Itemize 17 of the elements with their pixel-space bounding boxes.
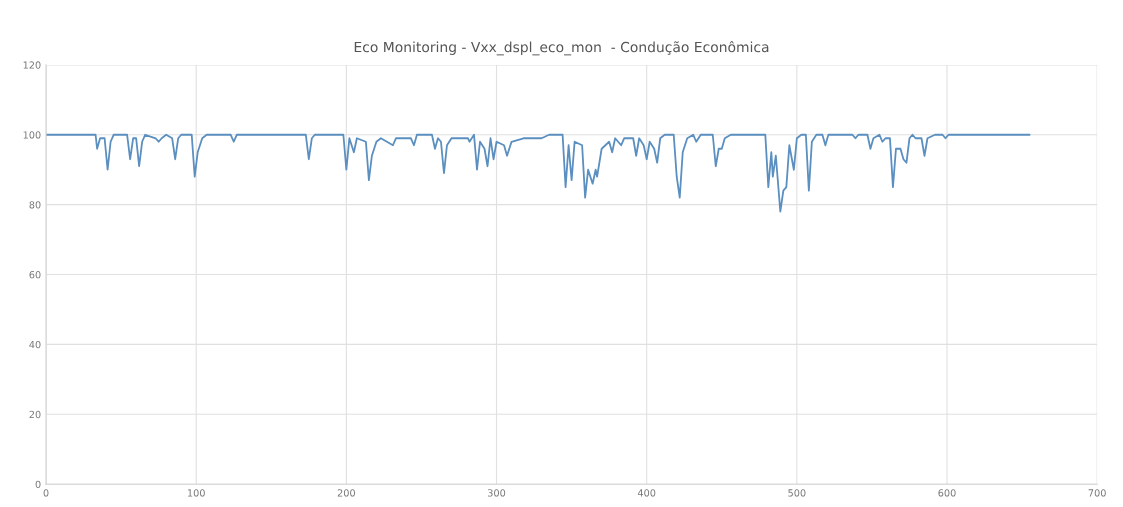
chart-title: Eco Monitoring - Vxx_dspl_eco_mon - Condução Econômica [354, 40, 769, 56]
y-tick-label: 20 [29, 410, 41, 419]
x-tick-label: 700 [1088, 489, 1106, 497]
x-tick-label: 500 [788, 489, 806, 497]
y-tick-label: 80 [29, 201, 41, 209]
line-series [46, 133, 1031, 213]
x-tick-label: 300 [487, 489, 506, 497]
x-tick-label: 0 [43, 489, 49, 497]
y-tick-label: 120 [23, 61, 41, 69]
y-tick-label: 40 [29, 340, 41, 349]
y-tick-label: 60 [29, 271, 41, 279]
x-tick-label: 600 [938, 489, 956, 497]
x-tick-label: 400 [637, 489, 656, 497]
y-tick-label: 100 [23, 131, 41, 139]
y-tick-label: 0 [35, 480, 41, 489]
x-tick-label: 100 [187, 489, 205, 497]
x-tick-label: 200 [337, 489, 355, 497]
